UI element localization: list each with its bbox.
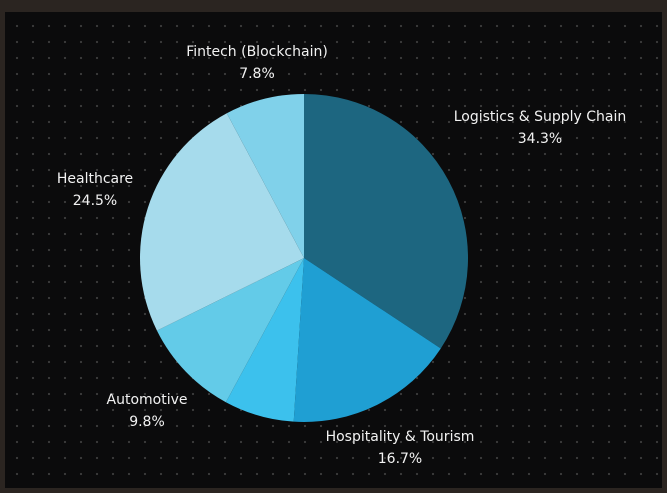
slice-value-label: 34.3% <box>518 131 562 147</box>
pie-slice <box>226 94 304 258</box>
slice-label: Healthcare <box>57 171 133 187</box>
pie-slice <box>304 94 468 349</box>
pie-slice <box>156 258 304 403</box>
slice-label: Logistics & Supply Chain <box>454 109 627 125</box>
slice-label: Automotive <box>107 392 188 408</box>
slice-value-label: 7.8% <box>239 66 275 82</box>
pie-slice <box>293 258 441 422</box>
pie-slice <box>225 258 304 422</box>
slice-label: Hospitality & Tourism <box>326 429 475 445</box>
slice-value-label: 16.7% <box>378 451 422 467</box>
pie-slice <box>139 113 304 331</box>
slice-label: Fintech (Blockchain) <box>186 44 328 60</box>
slice-value-label: 9.8% <box>129 414 165 430</box>
slice-value-label: 24.5% <box>73 193 117 209</box>
